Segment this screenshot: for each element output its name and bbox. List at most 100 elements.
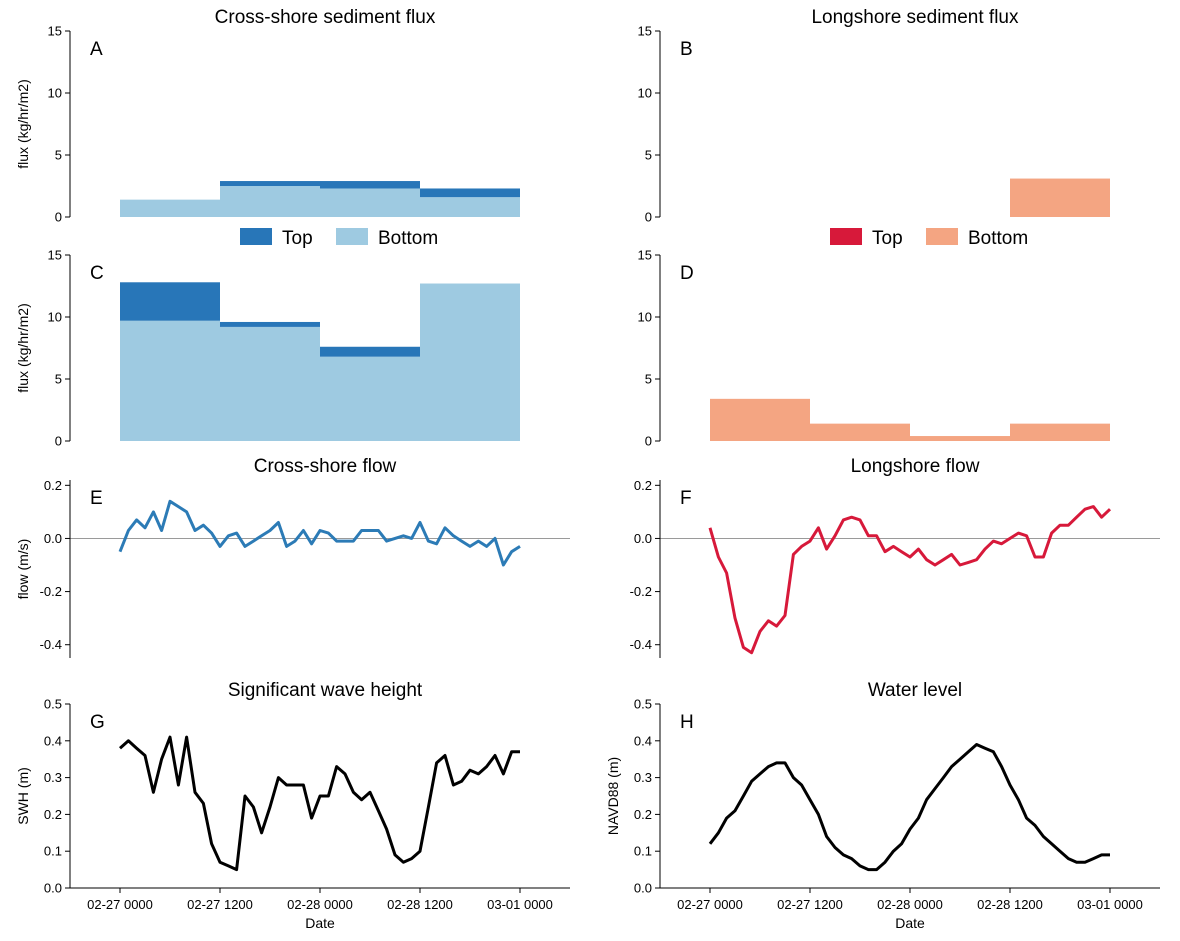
- chart-title: Water level: [868, 680, 962, 701]
- x-tick-label: 02-28 0000: [287, 897, 353, 912]
- legend-cross-shore: Top Bottom: [240, 228, 438, 249]
- y-axis-label: flow (m/s): [15, 539, 31, 600]
- y-tick-label: 0.0: [634, 531, 652, 546]
- bar-bottom: [320, 356, 420, 441]
- panel-d: 0 5 10 15 D: [638, 248, 1110, 449]
- y-tick-label: 0.3: [44, 770, 62, 785]
- panel-a: 0 5 10 15 flux (kg/hr/m2) Cross-shore sedimen…: [15, 7, 520, 225]
- panel-g: 0.0 0.1 0.2 0.3 0.4 0.5 02-27 0000 02-27 1200 02…: [15, 680, 570, 931]
- data-line: [708, 743, 1110, 872]
- y-tick-label: 15: [48, 24, 62, 39]
- y-tick-label: -0.4: [40, 637, 62, 652]
- y-tick-label: 0.1: [634, 844, 652, 859]
- bar-bottom: [120, 199, 220, 217]
- bar-bottom: [320, 188, 420, 217]
- y-tick-label: 0.2: [44, 478, 62, 493]
- chart-title: Significant wave height: [228, 680, 423, 701]
- y-tick-label: 15: [48, 248, 62, 263]
- bar-bottom: [910, 436, 1010, 441]
- chart-title: Longshore sediment flux: [811, 7, 1019, 28]
- y-tick-label: 5: [55, 148, 62, 163]
- chart-title: Cross-shore sediment flux: [215, 7, 436, 28]
- panel-letter: H: [680, 712, 694, 733]
- chart-title: Cross-shore flow: [254, 456, 397, 477]
- bar-top: [220, 181, 320, 186]
- legend-label-top: Top: [872, 228, 903, 249]
- x-axis-label: Date: [305, 915, 335, 931]
- x-tick-label: 02-28 0000: [877, 897, 943, 912]
- y-tick-label: 0.0: [44, 881, 62, 896]
- y-tick-label: 15: [638, 248, 652, 263]
- y-tick-label: 15: [638, 24, 652, 39]
- x-tick-label: 02-27 1200: [777, 897, 843, 912]
- panel-letter: D: [680, 263, 694, 284]
- legend-longshore: Top Bottom: [830, 228, 1028, 249]
- chart-title: Longshore flow: [851, 456, 980, 477]
- data-line: [708, 505, 1112, 655]
- y-tick-label: 5: [645, 372, 652, 387]
- y-tick-label: -0.2: [630, 584, 652, 599]
- legend-label-top: Top: [282, 228, 313, 249]
- bar-bottom: [420, 283, 520, 441]
- y-tick-label: 0: [645, 210, 652, 225]
- x-tick-label: 02-27 0000: [677, 897, 743, 912]
- x-tick-label: 02-28 1200: [977, 897, 1043, 912]
- y-axis-label: flux (kg/hr/m2): [15, 79, 31, 168]
- x-tick-label: 02-28 1200: [387, 897, 453, 912]
- y-tick-label: 10: [48, 310, 62, 325]
- y-tick-label: 5: [645, 148, 652, 163]
- y-tick-label: 0.2: [634, 478, 652, 493]
- y-tick-label: -0.4: [630, 637, 652, 652]
- panel-letter: B: [680, 39, 693, 60]
- bar-bottom: [710, 398, 810, 441]
- panel-e: -0.4 -0.2 0.0 0.2 flow (m/s) Cross-shore flow…: [15, 456, 570, 658]
- legend-swatch-bottom: [336, 228, 368, 245]
- y-tick-label: 0.2: [634, 807, 652, 822]
- panel-b: 0 5 10 15 Longshore sediment flux B: [638, 7, 1110, 225]
- y-axis-label: NAVD88 (m): [605, 757, 621, 835]
- data-line: [119, 735, 520, 872]
- data-line: [118, 499, 521, 567]
- y-tick-label: 0: [55, 434, 62, 449]
- panel-letter: G: [90, 712, 105, 733]
- x-tick-label: 02-27 1200: [187, 897, 253, 912]
- bar-bottom: [810, 423, 910, 441]
- panel-f: -0.4 -0.2 0.0 0.2 Longshore flow F: [630, 456, 1160, 658]
- x-tick-label: 03-01 0000: [487, 897, 553, 912]
- legend-swatch-bottom: [926, 228, 958, 245]
- y-tick-label: 0.0: [44, 531, 62, 546]
- y-axis-label: flux (kg/hr/m2): [15, 303, 31, 392]
- x-tick-label: 03-01 0000: [1077, 897, 1143, 912]
- legend-swatch-top: [240, 228, 272, 245]
- bar-bottom: [220, 326, 320, 441]
- bar-top: [120, 282, 220, 321]
- y-tick-label: -0.2: [40, 584, 62, 599]
- y-axis-label: SWH (m): [15, 767, 31, 825]
- bar-bottom: [1010, 423, 1110, 441]
- panel-letter: E: [90, 488, 103, 509]
- legend-label-bottom: Bottom: [968, 228, 1028, 249]
- y-tick-label: 0.5: [634, 697, 652, 712]
- bar-top: [320, 346, 420, 357]
- y-tick-label: 0.5: [44, 697, 62, 712]
- panel-c: 0 5 10 15 flux (kg/hr/m2) C: [15, 248, 520, 449]
- y-tick-label: 0.1: [44, 844, 62, 859]
- panel-letter: F: [680, 488, 692, 509]
- panels: 0 5 10 15 flux (kg/hr/m2) Cross-shore sedimen…: [15, 7, 1160, 931]
- y-tick-label: 5: [55, 372, 62, 387]
- bar-bottom: [120, 320, 220, 441]
- bar-bottom: [1010, 178, 1110, 217]
- legend-swatch-top: [830, 228, 862, 245]
- x-tick-label: 02-27 0000: [87, 897, 153, 912]
- y-tick-label: 10: [638, 86, 652, 101]
- y-tick-label: 0.3: [634, 770, 652, 785]
- y-tick-label: 0: [645, 434, 652, 449]
- y-tick-label: 0.4: [634, 733, 652, 748]
- bar-top: [420, 188, 520, 198]
- panel-letter: A: [90, 39, 103, 60]
- y-tick-label: 10: [638, 310, 652, 325]
- y-tick-label: 10: [48, 86, 62, 101]
- legend-label-bottom: Bottom: [378, 228, 438, 249]
- bar-top: [220, 321, 320, 327]
